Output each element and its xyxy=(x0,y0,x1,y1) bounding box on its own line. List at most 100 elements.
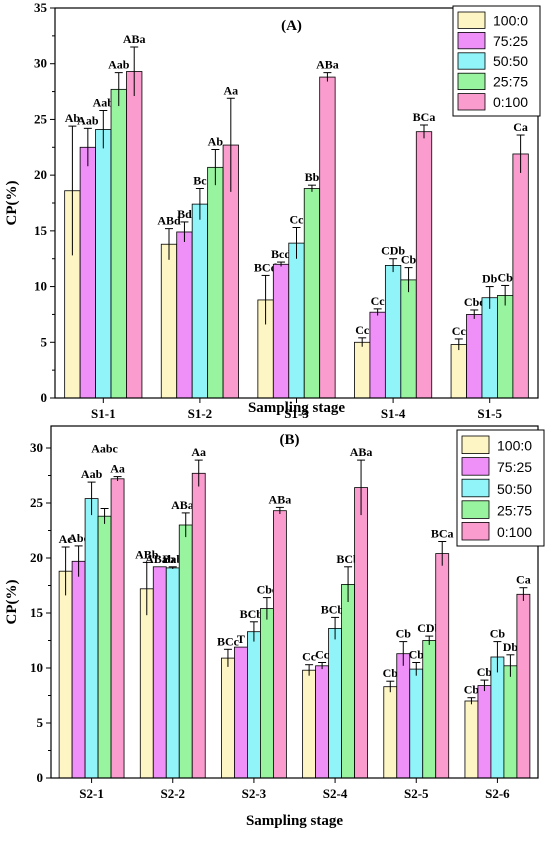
bar xyxy=(415,131,433,399)
y-tick-label: 10 xyxy=(34,279,47,294)
bar xyxy=(191,472,206,779)
bar-label: Cc xyxy=(302,650,317,664)
legend-label: 0:100 xyxy=(493,94,528,110)
y-axis-title: CP(%) xyxy=(4,181,20,226)
bar xyxy=(234,646,248,779)
legend-label: 75:25 xyxy=(497,459,532,475)
y-axis-title: CP(%) xyxy=(4,580,20,625)
bar-label: Aa xyxy=(223,83,238,97)
legend-label: 100:0 xyxy=(493,12,528,28)
bar-label: ABb xyxy=(135,547,159,561)
bar-label: ABd xyxy=(157,214,181,228)
bar-label: Ca xyxy=(513,120,528,134)
bar-label: Aa xyxy=(110,462,125,476)
x-tick-label: S2-1 xyxy=(79,786,104,801)
y-tick-label: 5 xyxy=(41,334,48,349)
legend-swatch xyxy=(457,72,486,90)
y-tick-label: 25 xyxy=(34,111,48,126)
y-tick-label: 20 xyxy=(34,167,47,182)
bar xyxy=(409,668,424,779)
bar xyxy=(384,264,402,399)
bar-label: Ab xyxy=(65,111,81,125)
legend-swatch xyxy=(461,457,490,476)
legend: 100:0 75:25 50:50 25:75 0:100 xyxy=(456,429,545,547)
bar xyxy=(464,700,479,779)
y-tick-label: 15 xyxy=(34,223,48,238)
bar xyxy=(341,584,355,779)
bar-label: BCd xyxy=(254,260,278,274)
bar-label: Ca xyxy=(516,573,531,587)
x-tick-label: S2-6 xyxy=(485,786,510,801)
bar xyxy=(95,129,112,399)
bar xyxy=(396,653,411,779)
bar xyxy=(400,279,417,399)
bar xyxy=(272,510,287,779)
bar xyxy=(58,570,73,779)
bar xyxy=(152,566,167,779)
bar xyxy=(110,478,125,779)
bar-label: Cc xyxy=(371,294,386,308)
bar-label: Cc xyxy=(315,648,330,662)
legend: 100:0 75:25 50:50 25:75 0:100 xyxy=(452,5,541,117)
bar-label: Cb xyxy=(497,270,513,284)
bar xyxy=(369,311,386,399)
bar-label: Cb xyxy=(409,648,425,662)
legend-label: 0:100 xyxy=(497,524,532,540)
y-tick-label: 0 xyxy=(37,770,44,785)
bar xyxy=(97,515,112,779)
bar xyxy=(178,524,193,779)
x-tick-label: S1-2 xyxy=(188,406,213,421)
bar-label: BCa xyxy=(413,110,436,124)
bar xyxy=(383,686,398,779)
bar xyxy=(302,669,317,779)
bar-label: Aab xyxy=(108,58,130,72)
bar-label: Bb xyxy=(305,170,320,184)
legend-label: 50:50 xyxy=(497,481,532,497)
bar-label: Cb xyxy=(383,666,399,680)
bar xyxy=(71,560,86,779)
bar-label: BCa xyxy=(431,527,454,541)
bar xyxy=(272,263,290,399)
x-axis-title: Sampling stage xyxy=(248,400,345,416)
y-tick-label: 5 xyxy=(37,715,44,730)
bar-label: Cbc xyxy=(464,295,485,309)
bar-label: Cb xyxy=(490,627,506,641)
bar xyxy=(503,665,518,779)
bar xyxy=(221,657,235,779)
bar-label: Aab xyxy=(77,113,99,127)
panel-title: (A) xyxy=(281,18,302,34)
bar xyxy=(160,243,178,399)
bar-label: T xyxy=(237,632,245,646)
bar xyxy=(207,166,224,399)
y-tick-label: 35 xyxy=(34,0,48,15)
bar-label: ABa xyxy=(269,492,292,506)
bar-label: Aab xyxy=(81,467,103,481)
bar xyxy=(139,588,154,779)
bar-label: Cb xyxy=(464,683,480,697)
bar xyxy=(319,76,336,399)
bar xyxy=(84,498,99,779)
panel-title: (B) xyxy=(280,432,300,448)
bar xyxy=(477,685,492,779)
legend-label: 50:50 xyxy=(493,53,528,69)
bar xyxy=(315,665,329,779)
y-tick-label: 0 xyxy=(41,390,48,405)
x-tick-label: S1-3 xyxy=(284,406,309,421)
bar xyxy=(176,231,193,399)
bar-label: Ab xyxy=(208,135,224,149)
bar xyxy=(497,295,514,399)
bar-label: Bab xyxy=(162,552,183,566)
x-tick-label: S2-3 xyxy=(242,786,267,801)
plot-frame xyxy=(50,425,539,779)
bar-label: ABa xyxy=(316,58,339,72)
y-tick-label: 30 xyxy=(30,440,43,455)
bar xyxy=(126,71,143,399)
y-tick-label: 30 xyxy=(34,56,47,71)
bar-label: Bcd xyxy=(271,247,291,261)
legend-label: 25:75 xyxy=(493,74,528,90)
x-tick-label: S1-4 xyxy=(381,406,406,421)
x-tick-label: S2-4 xyxy=(323,786,348,801)
bar xyxy=(466,314,483,399)
y-tick-label: 10 xyxy=(30,660,43,675)
